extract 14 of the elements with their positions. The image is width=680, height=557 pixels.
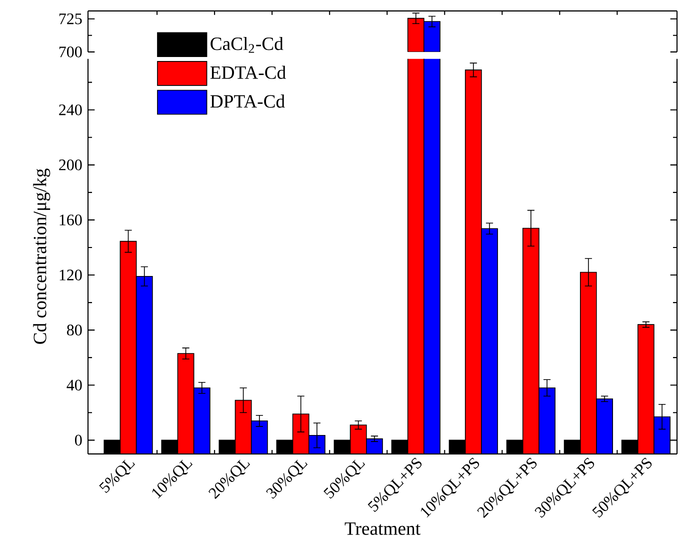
y-tick-label: 160 bbox=[60, 214, 82, 226]
y-tick-label: 200 bbox=[59, 160, 82, 170]
y-tick-label: 80 bbox=[67, 324, 82, 336]
y-tick-label: 700 bbox=[59, 46, 82, 58]
legend-label: DPTA-Cd bbox=[210, 94, 285, 108]
y-tick-label: 0 bbox=[75, 434, 82, 446]
y-tick-label: 120 bbox=[60, 270, 82, 280]
y-tick-label: 40 bbox=[66, 380, 82, 391]
y-axis-title: Cd concentration/μg/kg bbox=[33, 168, 50, 344]
y-tick-label: 240 bbox=[59, 104, 82, 116]
legend-label: EDTA-Cd bbox=[210, 66, 286, 79]
x-axis-title: Treatment bbox=[344, 522, 420, 535]
legend-label: CaCl$_{2}$-Cd bbox=[210, 36, 284, 53]
y-tick-label: 725 bbox=[59, 14, 82, 24]
